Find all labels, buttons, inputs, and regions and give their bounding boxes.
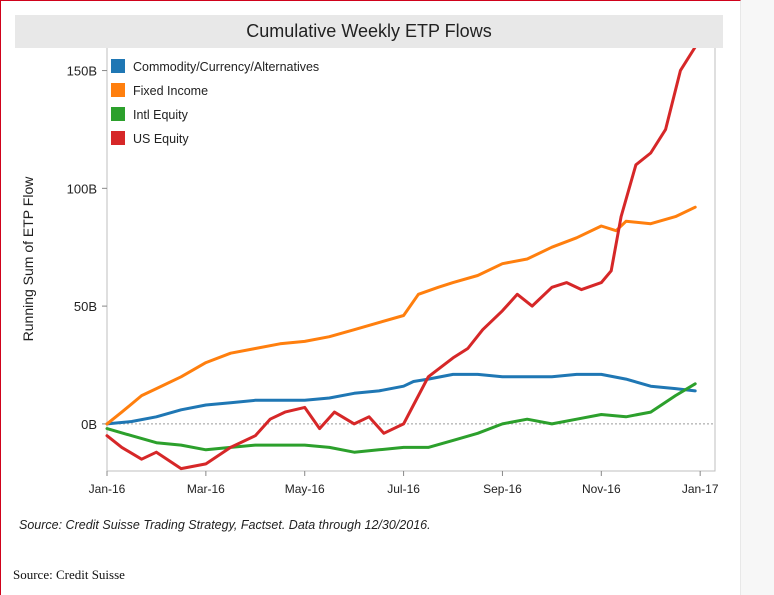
legend-swatch — [111, 83, 125, 97]
legend-label: US Equity — [133, 132, 189, 146]
legend-label: Commodity/Currency/Alternatives — [133, 60, 319, 74]
chart-panel: 0B 50B 100B 150B Jan-16 Mar-16 May-16 Jul-16 Sep… — [9, 11, 731, 551]
series-line-0 — [105, 372, 697, 426]
y-tick-label: 0B — [81, 417, 97, 432]
chart-svg: 0B 50B 100B 150B Jan-16 Mar-16 May-16 Jul-16 Sep… — [20, 45, 719, 496]
legend-swatch — [111, 131, 125, 145]
legend-label: Intl Equity — [133, 108, 189, 122]
y-tick-label: 100B — [67, 181, 97, 196]
x-tick-label: Mar-16 — [187, 482, 225, 496]
x-tick-label: May-16 — [285, 482, 325, 496]
y-tick-label: 150B — [67, 64, 97, 79]
y-axis-label: Running Sum of ETP Flow — [20, 176, 36, 342]
chart-title: Cumulative Weekly ETP Flows — [246, 21, 492, 41]
article-figure-frame: 0B 50B 100B 150B Jan-16 Mar-16 May-16 Jul-16 Sep… — [0, 0, 741, 595]
x-tick-label: Jan-16 — [89, 482, 126, 496]
legend-label: Fixed Income — [133, 84, 208, 98]
legend-swatch — [111, 107, 125, 121]
chart-title-bar: Cumulative Weekly ETP Flows — [15, 15, 723, 48]
x-tick-label: Sep-16 — [483, 482, 522, 496]
y-tick-label: 50B — [74, 299, 97, 314]
chart-source-note: Source: Credit Suisse Trading Strategy, … — [19, 518, 431, 532]
legend-swatch — [111, 59, 125, 73]
x-tick-label: Nov-16 — [582, 482, 621, 496]
x-tick-label: Jul-16 — [387, 482, 420, 496]
x-tick-label: Jan-17 — [682, 482, 719, 496]
series-line-2 — [105, 382, 697, 454]
image-credit: Source: Credit Suisse — [13, 567, 125, 582]
series-line-3 — [105, 45, 697, 471]
series-line-1 — [105, 205, 697, 426]
page-margin — [741, 0, 774, 595]
